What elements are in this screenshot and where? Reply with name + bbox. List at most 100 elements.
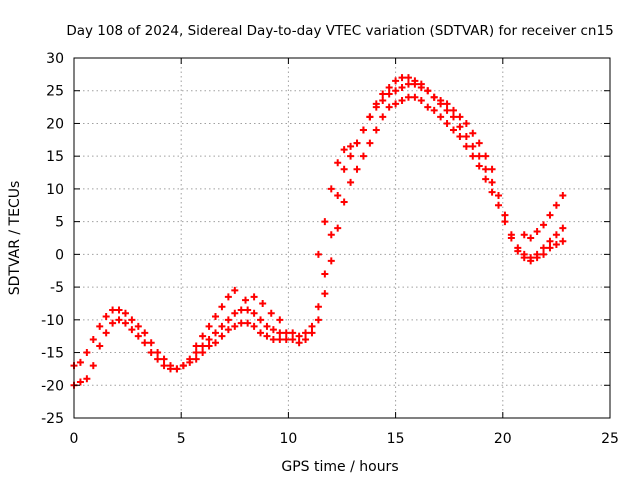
data-point: [430, 93, 438, 101]
data-point: [192, 349, 200, 357]
data-point: [314, 316, 322, 324]
data-point: [372, 100, 380, 108]
data-point: [392, 77, 400, 85]
data-point: [141, 329, 149, 337]
data-point: [205, 322, 213, 330]
data-point: [340, 165, 348, 173]
data-point: [276, 329, 284, 337]
data-point: [250, 293, 258, 301]
data-point: [308, 322, 316, 330]
y-tick-label: 10: [46, 182, 64, 198]
data-point: [224, 316, 232, 324]
data-point: [462, 119, 470, 127]
data-point: [404, 74, 412, 82]
data-point: [302, 335, 310, 343]
data-point: [244, 319, 252, 327]
data-point: [212, 313, 220, 321]
data-point: [321, 218, 329, 226]
y-tick-label: 30: [46, 51, 64, 67]
data-point: [199, 342, 207, 350]
data-point: [128, 326, 136, 334]
data-point: [89, 362, 97, 370]
chart-title: Day 108 of 2024, Sidereal Day-to-day VTE…: [66, 23, 613, 39]
data-point: [244, 306, 252, 314]
data-point: [192, 342, 200, 350]
data-point: [224, 293, 232, 301]
y-tick-label: -15: [41, 346, 64, 362]
data-point: [540, 250, 548, 258]
data-point: [520, 254, 528, 262]
data-point: [366, 113, 374, 121]
data-point: [437, 97, 445, 105]
data-point: [443, 106, 451, 114]
data-point: [250, 309, 258, 317]
data-point: [347, 178, 355, 186]
data-point: [404, 93, 412, 101]
data-point: [527, 257, 535, 265]
data-point: [257, 316, 265, 324]
data-point: [259, 299, 267, 307]
data-point: [385, 90, 393, 98]
data-point: [488, 188, 496, 196]
data-point: [199, 332, 207, 340]
data-point: [115, 316, 123, 324]
data-point: [546, 237, 554, 245]
data-point: [295, 332, 303, 340]
data-point: [398, 83, 406, 91]
data-point: [141, 339, 149, 347]
data-point: [321, 290, 329, 298]
data-point: [314, 303, 322, 311]
data-point: [379, 97, 387, 105]
data-point: [449, 126, 457, 134]
y-tick-label: 5: [55, 215, 64, 231]
data-point: [205, 342, 213, 350]
data-point: [411, 77, 419, 85]
data-point: [501, 211, 509, 219]
data-point: [469, 142, 477, 150]
data-point: [327, 185, 335, 193]
data-point: [147, 349, 155, 357]
data-point: [282, 335, 290, 343]
x-tick-label: 10: [279, 431, 297, 447]
data-point: [179, 362, 187, 370]
data-point: [437, 113, 445, 121]
data-point: [559, 224, 567, 232]
data-point: [546, 211, 554, 219]
data-point: [289, 335, 297, 343]
data-point: [231, 322, 239, 330]
data-point: [173, 365, 181, 373]
data-point: [398, 74, 406, 82]
data-point: [224, 326, 232, 334]
data-point: [482, 165, 490, 173]
data-point: [443, 100, 451, 108]
data-point: [334, 191, 342, 199]
data-point: [199, 349, 207, 357]
data-point: [250, 322, 258, 330]
data-point: [379, 90, 387, 98]
axis-ticks: [73, 57, 611, 419]
data-point: [540, 244, 548, 252]
data-series: [70, 74, 567, 389]
data-point: [263, 332, 271, 340]
data-point: [552, 241, 560, 249]
data-point: [147, 339, 155, 347]
x-tick-labels: 0 5 10 15 20 25: [70, 431, 619, 447]
data-point: [96, 342, 104, 350]
data-point: [334, 159, 342, 167]
data-point: [424, 103, 432, 111]
data-point: [83, 349, 91, 357]
y-tick-label: -5: [50, 280, 64, 296]
data-point: [514, 247, 522, 255]
data-point: [392, 100, 400, 108]
data-point: [462, 142, 470, 150]
data-point: [263, 322, 271, 330]
data-point: [372, 126, 380, 134]
data-point: [269, 326, 277, 334]
data-point: [327, 257, 335, 265]
data-point: [404, 80, 412, 88]
y-tick-label: 20: [46, 116, 64, 132]
x-tick-label: 20: [494, 431, 512, 447]
data-point: [501, 218, 509, 226]
data-point: [424, 87, 432, 95]
